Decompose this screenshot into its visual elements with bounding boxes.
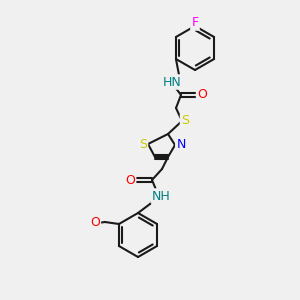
Text: O: O (90, 215, 100, 229)
Text: O: O (125, 173, 135, 187)
Text: O: O (197, 88, 207, 101)
Text: F: F (191, 16, 199, 29)
Text: S: S (181, 115, 189, 128)
Text: N: N (176, 139, 186, 152)
Text: S: S (139, 137, 147, 151)
Text: NH: NH (152, 190, 170, 202)
Text: HN: HN (163, 76, 182, 88)
